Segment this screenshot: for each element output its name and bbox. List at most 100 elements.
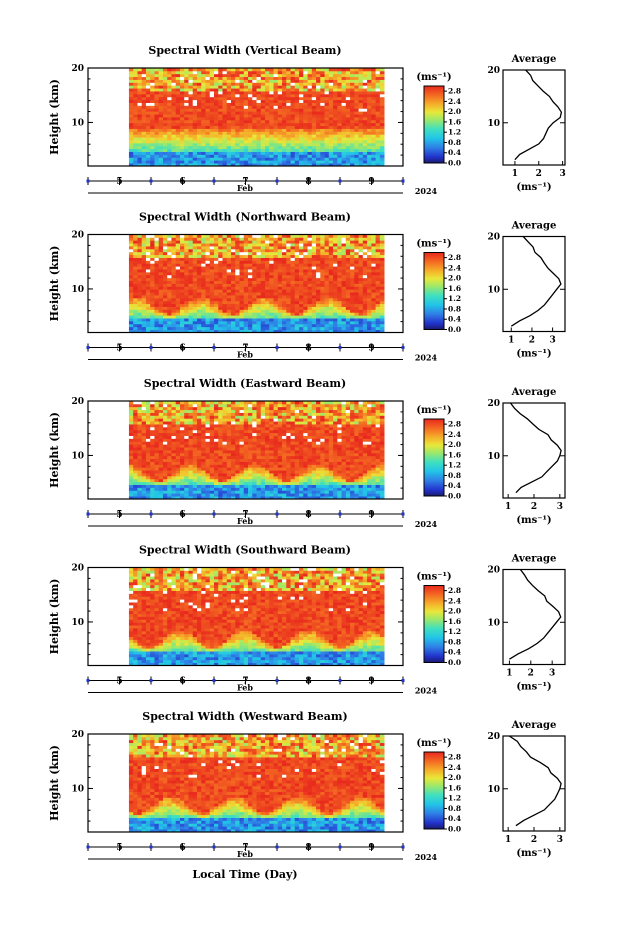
x-tick-label: 5 (116, 677, 122, 687)
month-label: Feb (237, 350, 253, 360)
average-title: Average (511, 54, 557, 65)
colorbar (423, 418, 445, 497)
x-tick-label: 9 (368, 510, 374, 520)
average-title: Average (511, 720, 557, 731)
heatmap-cells (128, 234, 385, 333)
colorbar (423, 585, 445, 663)
heatmap-title: Spectral Width (Eastward Beam) (144, 377, 346, 390)
month-label: Feb (237, 183, 253, 193)
x-tick-label: 9 (368, 677, 374, 687)
x-tick-label: 6 (179, 344, 185, 354)
average-profile-line (508, 735, 562, 827)
y-tick-label: 10 (71, 451, 84, 461)
avg-x-axis-label: (ms⁻¹) (516, 682, 551, 693)
heatmap-title: Spectral Width (Northward Beam) (139, 211, 351, 224)
colorbar-tick-label: 2.8 (448, 420, 461, 429)
y-tick-label: 10 (71, 118, 84, 128)
avg-x-tick-label: 1 (506, 669, 512, 679)
panel-3: Spectral Width (Eastward Beam) Average 10 2… (48, 377, 566, 529)
heatmap-title: Spectral Width (Southward Beam) (139, 544, 351, 557)
avg-y-tick-label: 10 (487, 285, 500, 295)
x-tick-label: 8 (305, 677, 311, 687)
colorbar-tick-label: 2.4 (448, 263, 461, 272)
heatmap-frame (87, 67, 404, 167)
y-axis-label: Height (km) (48, 745, 61, 821)
avg-x-axis-label: (ms⁻¹) (516, 182, 551, 193)
x-tick-label: 5 (116, 843, 122, 853)
colorbar-unit: (ms⁻¹) (416, 405, 451, 416)
avg-x-tick-label: 3 (557, 835, 563, 845)
y-axis-label: Height (km) (48, 412, 61, 488)
avg-x-axis-label: (ms⁻¹) (516, 848, 551, 859)
colorbar-tick-label: 1.6 (448, 450, 461, 459)
colorbar-tick-label: 1.6 (448, 783, 461, 792)
average-title: Average (511, 554, 557, 565)
colorbar-tick-label: 1.2 (448, 461, 461, 470)
year-label: 2024 (415, 353, 438, 363)
average-frame (502, 402, 566, 499)
colorbar (423, 751, 445, 830)
avg-x-tick-label: 2 (528, 669, 534, 679)
colorbar-tick-label: 2.0 (448, 773, 461, 782)
x-tick-label: 9 (368, 344, 374, 354)
panel-4: Spectral Width (Southward Beam) Average 1 0… (48, 544, 566, 696)
colorbar (423, 252, 445, 330)
x-tick-label: 5 (116, 344, 122, 354)
average-frame (502, 235, 566, 333)
x-tick-label: 7 (242, 843, 248, 853)
colorbar-tick-label: 0.8 (448, 138, 461, 147)
average-profile-line (509, 402, 562, 494)
colorbar-tick-label: 0.8 (448, 304, 461, 313)
colorbar-unit: (ms⁻¹) (416, 738, 451, 749)
avg-y-tick-label: 20 (487, 399, 500, 409)
average-profile-line (509, 569, 562, 660)
y-tick-label: 20 (71, 730, 84, 740)
average-title: Average (511, 387, 557, 398)
year-label: 2024 (415, 852, 438, 862)
y-tick-label: 10 (71, 784, 84, 794)
avg-y-tick-label: 10 (487, 452, 500, 462)
colorbar-tick-label: 0.8 (448, 637, 461, 646)
colorbar-tick-label: 2.8 (448, 586, 461, 595)
x-tick-label: 9 (368, 177, 374, 187)
year-label: 2024 (415, 519, 438, 529)
colorbar-tick-label: 2.0 (448, 274, 461, 283)
avg-x-tick-label: 2 (536, 169, 542, 179)
colorbar-tick-label: 0.0 (448, 658, 461, 667)
x-tick-label: 6 (179, 510, 185, 520)
colorbar-tick-label: 2.4 (448, 596, 461, 605)
colorbar-tick-label: 0.8 (448, 804, 461, 813)
x-tick-label: 7 (242, 677, 248, 687)
avg-y-tick-label: 10 (487, 785, 500, 795)
avg-x-axis-label: (ms⁻¹) (516, 349, 551, 360)
avg-x-tick-label: 3 (549, 669, 555, 679)
avg-x-tick-label: 1 (512, 169, 518, 179)
heatmap-cells (128, 68, 385, 167)
year-label: 2024 (415, 186, 438, 196)
heatmap-title: Spectral Width (Westward Beam) (142, 710, 347, 723)
avg-y-tick-label: 20 (487, 566, 500, 576)
average-frame (502, 735, 566, 832)
x-tick-label: 7 (242, 510, 248, 520)
avg-x-axis-label: (ms⁻¹) (516, 515, 551, 526)
colorbar-tick-label: 2.8 (448, 253, 461, 262)
avg-x-tick-label: 3 (557, 502, 563, 512)
panel-2: Spectral Width (Northward Beam)Average10… (48, 211, 566, 363)
panel-1: Spectral Width (Vertical Beam) Average 10 2… (48, 44, 566, 196)
x-axis-label: Local Time (Day) (192, 868, 297, 881)
x-tick-label: 5 (116, 510, 122, 520)
avg-y-tick-label: 20 (487, 233, 500, 243)
y-tick-label: 10 (71, 285, 84, 295)
average-profile-line (510, 236, 562, 327)
avg-x-tick-label: 3 (559, 169, 565, 179)
x-tick-label: 6 (179, 843, 185, 853)
colorbar-tick-label: 1.6 (448, 617, 461, 626)
heatmap-frame (87, 733, 404, 833)
year-label: 2024 (415, 686, 438, 696)
colorbar-tick-label: 0.4 (448, 315, 461, 324)
month-label: Feb (237, 516, 253, 526)
heatmap-cells (128, 401, 385, 500)
heatmap-frame (87, 400, 404, 500)
average-frame (502, 568, 566, 666)
colorbar-tick-label: 2.8 (448, 753, 461, 762)
